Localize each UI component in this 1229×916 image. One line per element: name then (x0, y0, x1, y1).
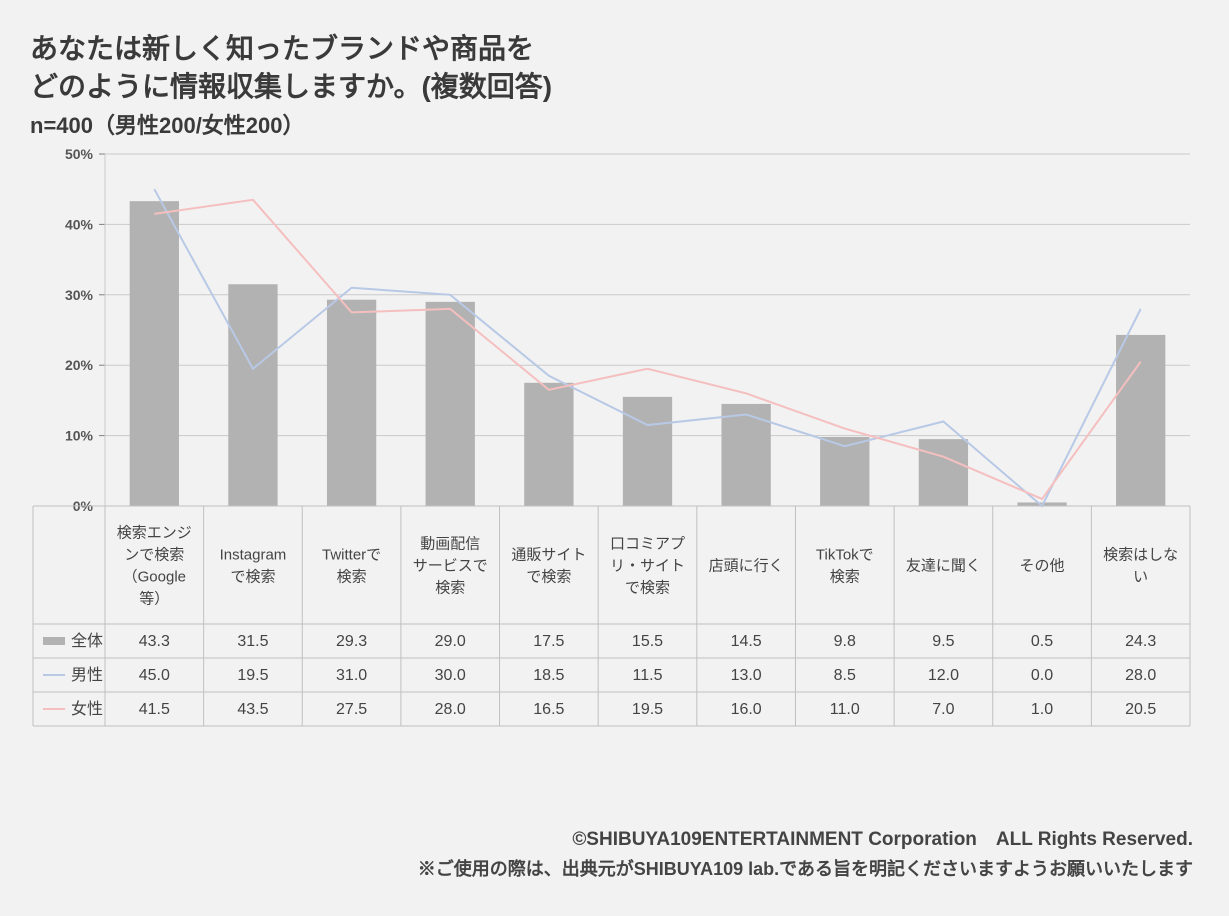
category-label-2-1: 検索 (337, 568, 367, 585)
cell-female-5: 19.5 (632, 701, 663, 718)
category-label-8-0: 友達に聞く (906, 557, 981, 574)
category-label-2-0: Twitterで (322, 546, 381, 563)
cell-all-10: 24.3 (1125, 633, 1156, 650)
legend-label-male: 男性 (71, 666, 103, 684)
title-line-1: あなたは新しく知ったブランドや商品を (30, 30, 1199, 68)
cell-all-0: 43.3 (139, 633, 170, 650)
cell-male-4: 18.5 (533, 667, 564, 684)
category-label-5-1: リ・サイト (610, 557, 685, 574)
legend-label-female: 女性 (71, 699, 103, 718)
chart: 0%10%20%30%40%50%検索エンジンで検索（Google等）Insta… (30, 146, 1199, 796)
cell-all-4: 17.5 (533, 633, 564, 650)
cell-all-5: 15.5 (632, 633, 663, 650)
cell-female-4: 16.5 (533, 701, 564, 718)
svg-text:40%: 40% (65, 216, 94, 232)
cell-all-7: 9.8 (834, 633, 856, 650)
cell-male-7: 8.5 (834, 667, 856, 684)
cell-all-6: 14.5 (731, 633, 762, 650)
cell-female-6: 16.0 (731, 701, 762, 718)
title-line-2: どのように情報収集しますか。(複数回答) (30, 68, 1199, 106)
category-label-3-1: サービスで (413, 557, 488, 574)
category-label-1-0: Instagram (220, 546, 287, 563)
legend-bar-icon (43, 637, 65, 645)
category-label-4-1: で検索 (526, 568, 571, 585)
cell-male-3: 30.0 (435, 667, 466, 684)
category-label-3-2: 検索 (435, 579, 465, 596)
category-label-7-0: TikTokで (816, 546, 874, 563)
category-label-10-1: い (1133, 568, 1148, 585)
cell-male-10: 28.0 (1125, 667, 1156, 684)
bar-8 (919, 439, 968, 506)
cell-female-7: 11.0 (830, 701, 860, 718)
svg-text:50%: 50% (65, 146, 94, 162)
category-label-7-1: 検索 (830, 568, 860, 585)
bar-3 (426, 301, 475, 505)
cell-female-10: 20.5 (1125, 701, 1156, 718)
category-label-6-0: 店頭に行く (709, 557, 784, 574)
legend-label-all: 全体 (71, 632, 103, 650)
cell-female-3: 28.0 (435, 701, 466, 718)
bar-5 (623, 396, 672, 505)
cell-male-1: 19.5 (237, 667, 268, 684)
bar-4 (524, 382, 573, 505)
bar-2 (327, 299, 376, 505)
svg-text:10%: 10% (65, 427, 94, 443)
cell-male-8: 12.0 (928, 667, 959, 684)
category-label-0-2: （Google (123, 568, 186, 585)
cell-all-9: 0.5 (1031, 633, 1053, 650)
category-label-0-1: ンで検索 (124, 546, 184, 563)
category-label-0-3: 等） (139, 589, 169, 607)
bar-0 (130, 201, 179, 506)
cell-female-9: 1.0 (1031, 701, 1053, 718)
subtitle: n=400（男性200/女性200） (30, 108, 1199, 140)
bar-1 (228, 284, 277, 506)
credit-line: ©SHIBUYA109ENTERTAINMENT Corporation ALL… (30, 824, 1199, 851)
cell-male-2: 31.0 (336, 667, 367, 684)
svg-text:30%: 30% (65, 286, 94, 302)
cell-male-0: 45.0 (139, 667, 170, 684)
category-label-9-0: その他 (1020, 557, 1065, 574)
bar-7 (820, 437, 869, 506)
category-label-1-1: で検索 (230, 568, 275, 585)
cell-female-2: 27.5 (336, 701, 367, 718)
category-label-10-0: 検索はしな (1103, 546, 1178, 563)
cell-female-1: 43.5 (237, 701, 268, 718)
cell-all-2: 29.3 (336, 633, 367, 650)
bar-10 (1116, 335, 1165, 506)
category-label-4-0: 通販サイト (511, 546, 586, 563)
usage-note: ※ご使用の際は、出典元がSHIBUYA109 lab.である旨を明記くださいます… (30, 855, 1199, 881)
category-label-5-0: 口コミアプ (610, 535, 685, 552)
category-label-5-2: で検索 (625, 579, 670, 596)
cell-male-9: 0.0 (1031, 667, 1053, 684)
cell-all-1: 31.5 (237, 633, 268, 650)
svg-text:20%: 20% (65, 357, 94, 373)
cell-female-8: 7.0 (932, 701, 954, 718)
category-label-3-0: 動画配信 (420, 535, 480, 552)
cell-male-6: 13.0 (731, 667, 762, 684)
cell-all-8: 9.5 (932, 633, 954, 650)
cell-female-0: 41.5 (139, 701, 170, 718)
cell-all-3: 29.0 (435, 633, 466, 650)
category-label-0-0: 検索エンジ (117, 524, 192, 541)
cell-male-5: 11.5 (633, 667, 663, 684)
